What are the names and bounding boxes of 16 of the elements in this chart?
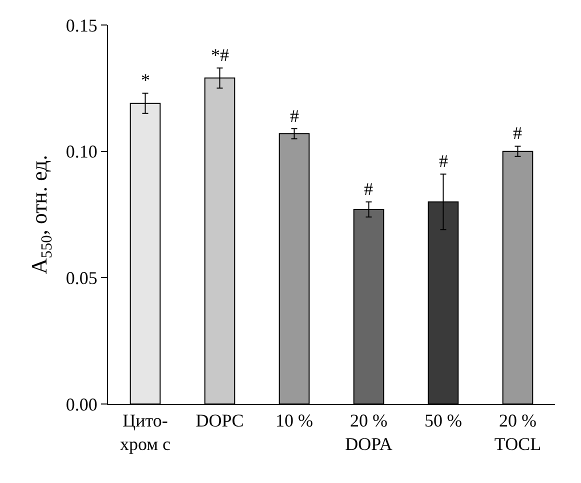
data-label: # xyxy=(364,179,373,199)
x-tick-label: 50 % xyxy=(424,410,462,431)
x-tick-label: 20 % TOCL xyxy=(494,410,542,454)
data-label: # xyxy=(439,151,448,171)
data-label: * xyxy=(141,70,150,90)
data-label: *# xyxy=(211,45,229,65)
x-tick-label: DOPC xyxy=(196,410,244,431)
x-tick-label: Цито- хром c xyxy=(120,410,171,454)
x-tick-label: 20 % DOPA xyxy=(345,410,392,454)
y-tick-label: 0.10 xyxy=(66,142,98,162)
x-tick-label: 10 % xyxy=(276,410,313,431)
y-tick-label: 0.05 xyxy=(66,268,98,288)
data-label: # xyxy=(290,106,299,126)
y-tick-label: 0.00 xyxy=(66,394,98,414)
y-tick-label: 0.15 xyxy=(66,15,98,36)
data-label: # xyxy=(513,123,522,143)
